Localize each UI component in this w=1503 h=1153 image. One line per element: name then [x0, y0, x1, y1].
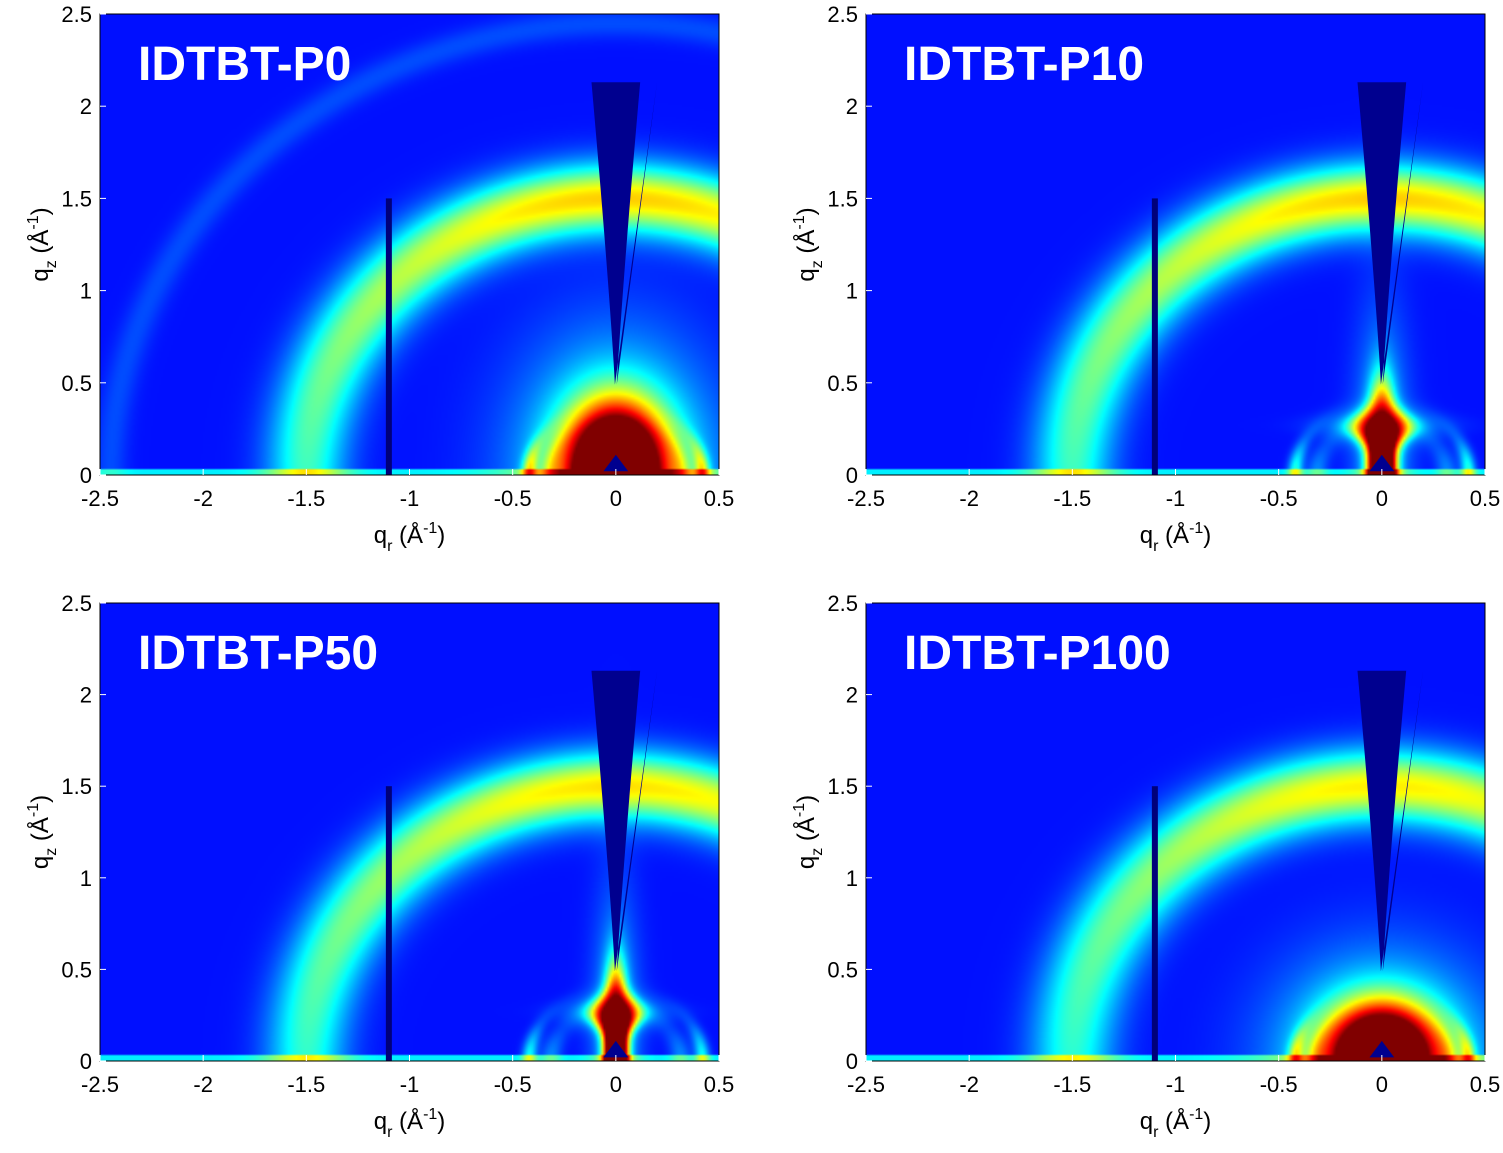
y-axis-label: qz (Å-1)	[791, 795, 826, 869]
sample-title: IDTBT-P0	[138, 38, 351, 91]
y-tick-label: 0	[846, 1049, 858, 1074]
missing-wedge-region	[591, 82, 658, 385]
x-tick-label: -2	[959, 486, 979, 511]
y-tick-label: 2	[80, 94, 92, 119]
y-tick-label: 2.5	[61, 591, 92, 616]
sample-title: IDTBT-P50	[138, 627, 378, 680]
x-tick-label: 0	[1376, 486, 1388, 511]
y-tick-label: 1.5	[827, 186, 858, 211]
gixd-panel-p100: -2.5 -2 -1.5 -1 -0.5 0 0.5 0 0.5 1 1.5 2 2.5 qr (Å-1)…	[791, 591, 1500, 1141]
detector-gap	[1151, 786, 1158, 1061]
y-tick-label: 2.5	[827, 2, 858, 27]
x-axis-label: qr (Å-1)	[374, 520, 446, 555]
y-tick-label: 0.5	[827, 371, 858, 396]
x-tick-label: 0.5	[704, 486, 735, 511]
sample-title: IDTBT-P100	[904, 627, 1171, 680]
beamstop-shadow	[1369, 454, 1395, 472]
y-tick-label: 1	[80, 866, 92, 891]
x-tick-label: -2.5	[81, 486, 119, 511]
gixd-panel-p10: -2.5 -2 -1.5 -1 -0.5 0 0.5 0 0.5 1 1.5 2 2.5 qr (Å-1)…	[791, 2, 1500, 555]
y-axis-label: qz (Å-1)	[25, 207, 60, 281]
y-tick-label: 0.5	[827, 957, 858, 982]
gixd-panel-p50: -2.5 -2 -1.5 -1 -0.5 0 0.5 0 0.5 1 1.5 2 2.5 qr (Å-1)…	[25, 591, 734, 1141]
y-tick-label: 0	[80, 1049, 92, 1074]
beamstop-shadow	[1369, 1040, 1395, 1058]
x-tick-label: 0.5	[704, 1072, 735, 1097]
x-axis-label: qr (Å-1)	[1140, 1106, 1212, 1141]
y-tick-label: 0.5	[61, 957, 92, 982]
missing-wedge-region	[1357, 670, 1424, 972]
x-tick-label: -1	[400, 486, 420, 511]
x-tick-label: -0.5	[494, 1072, 532, 1097]
y-tick-label: 0.5	[61, 371, 92, 396]
x-tick-label: -0.5	[494, 486, 532, 511]
x-tick-label: -1.5	[1053, 486, 1091, 511]
chart-svg: -2.5 -2 -1.5 -1 -0.5 0 0.5 0 0.5 1 1.5 2 2.5 qr (Å-1)…	[791, 2, 1500, 555]
y-tick-label: 1	[80, 279, 92, 304]
x-tick-label: -1	[400, 1072, 420, 1097]
chart-svg: -2.5 -2 -1.5 -1 -0.5 0 0.5 0 0.5 1 1.5 2 2.5 qr (Å-1)…	[25, 2, 734, 555]
x-axis-label: qr (Å-1)	[1140, 520, 1212, 555]
y-tick-label: 2.5	[827, 591, 858, 616]
chart-svg: -2.5 -2 -1.5 -1 -0.5 0 0.5 0 0.5 1 1.5 2 2.5 qr (Å-1)…	[25, 591, 734, 1141]
y-axis-label: qz (Å-1)	[25, 795, 60, 869]
y-tick-label: 2	[846, 94, 858, 119]
x-tick-label: -0.5	[1260, 1072, 1298, 1097]
detector-gap	[1151, 198, 1158, 475]
y-tick-label: 2.5	[61, 2, 92, 27]
x-tick-label: -1.5	[287, 1072, 325, 1097]
x-tick-label: -0.5	[1260, 486, 1298, 511]
x-tick-label: -2	[193, 1072, 213, 1097]
y-axis-label: qz (Å-1)	[791, 207, 826, 281]
x-tick-label: 0.5	[1470, 1072, 1501, 1097]
x-tick-label: 0	[610, 1072, 622, 1097]
y-tick-label: 1	[846, 866, 858, 891]
x-tick-label: -2.5	[81, 1072, 119, 1097]
y-tick-label: 0	[846, 463, 858, 488]
x-tick-label: -1	[1166, 1072, 1186, 1097]
x-tick-label: -1.5	[287, 486, 325, 511]
missing-wedge-region	[1357, 82, 1424, 385]
x-tick-label: 0	[1376, 1072, 1388, 1097]
y-tick-label: 2	[846, 683, 858, 708]
x-tick-label: -2	[193, 486, 213, 511]
y-tick-label: 1.5	[827, 774, 858, 799]
x-tick-label: 0.5	[1470, 486, 1501, 511]
x-tick-label: -2.5	[847, 486, 885, 511]
y-tick-label: 1	[846, 279, 858, 304]
x-tick-label: -2.5	[847, 1072, 885, 1097]
y-tick-label: 1.5	[61, 186, 92, 211]
x-axis-label: qr (Å-1)	[374, 1106, 446, 1141]
y-tick-label: 0	[80, 463, 92, 488]
gixd-panel-p0: -2.5 -2 -1.5 -1 -0.5 0 0.5 0 0.5 1 1.5 2 2.5 qr (Å-1)…	[25, 2, 734, 555]
y-tick-label: 2	[80, 683, 92, 708]
beamstop-shadow	[603, 1040, 629, 1058]
x-tick-label: -1.5	[1053, 1072, 1091, 1097]
sample-title: IDTBT-P10	[904, 38, 1144, 91]
x-tick-label: -1	[1166, 486, 1186, 511]
chart-svg: -2.5 -2 -1.5 -1 -0.5 0 0.5 0 0.5 1 1.5 2 2.5 qr (Å-1)…	[791, 591, 1500, 1141]
beamstop-shadow	[603, 454, 629, 472]
x-tick-label: 0	[610, 486, 622, 511]
detector-gap	[385, 786, 392, 1061]
y-tick-label: 1.5	[61, 774, 92, 799]
missing-wedge-region	[591, 670, 658, 972]
detector-gap	[385, 198, 392, 475]
x-tick-label: -2	[959, 1072, 979, 1097]
